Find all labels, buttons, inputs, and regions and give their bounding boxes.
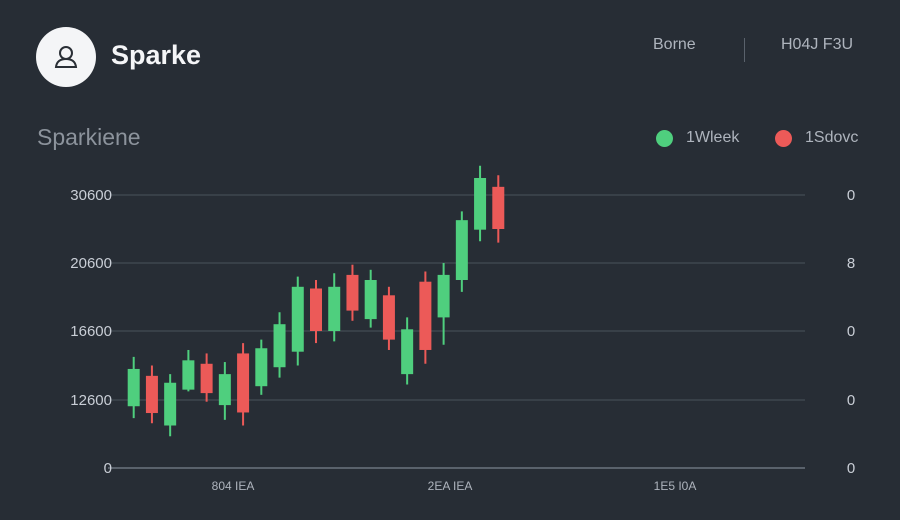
y-tick-label: 16600 (70, 323, 112, 340)
nav-item-2[interactable]: H04J F3U (781, 36, 854, 53)
nav-divider (744, 38, 745, 62)
y-tick-label: 12600 (70, 392, 112, 409)
y-tick-label: 0 (104, 460, 112, 477)
y-right-tick-label: 0 (847, 187, 855, 204)
candle-body (437, 274, 450, 318)
y-right-tick-label: 0 (847, 460, 855, 477)
candle-body (145, 375, 158, 414)
legend-dot-down (775, 129, 792, 147)
candle-body (474, 178, 487, 230)
y-right-tick-label: 0 (847, 323, 855, 340)
candle-body (364, 280, 377, 320)
legend-label-up: 1Wleek (686, 129, 740, 146)
x-tick-label: 804 IEA (212, 479, 255, 493)
candle-body (218, 374, 231, 406)
candle-body (237, 353, 250, 413)
y-right-tick-label: 0 (847, 392, 855, 409)
candle-body (419, 281, 432, 350)
candle-body (200, 363, 213, 394)
legend-item-up: 1Wleek (656, 129, 739, 147)
x-tick-label: 2EA IEA (428, 479, 473, 493)
user-icon (54, 46, 78, 68)
legend-item-down: 1Sdovc (775, 129, 858, 147)
candle-body (492, 186, 505, 229)
candle-body (291, 286, 304, 352)
nav-item-1[interactable]: Borne (653, 36, 696, 53)
candle-body (273, 324, 286, 368)
candle-body (382, 295, 395, 340)
candle-body (310, 288, 322, 331)
candle-body (455, 220, 468, 280)
legend-label-down: 1Sdovc (805, 129, 859, 146)
chart-title: Sparkiene (37, 124, 141, 150)
candle-body (164, 382, 177, 426)
legend-dot-up (656, 129, 673, 147)
brand-title: Sparke (111, 40, 202, 70)
candle-body (346, 274, 359, 311)
candle-body (127, 368, 140, 407)
y-right-tick-label: 8 (847, 255, 855, 272)
candle-body (401, 329, 414, 375)
y-tick-label: 20600 (70, 255, 112, 272)
candle-body (328, 286, 341, 331)
candle-body (255, 348, 268, 387)
x-tick-label: 1E5 I0A (654, 479, 697, 493)
y-tick-label: 30600 (70, 187, 112, 204)
candle-body (182, 360, 195, 390)
avatar[interactable] (36, 27, 96, 87)
